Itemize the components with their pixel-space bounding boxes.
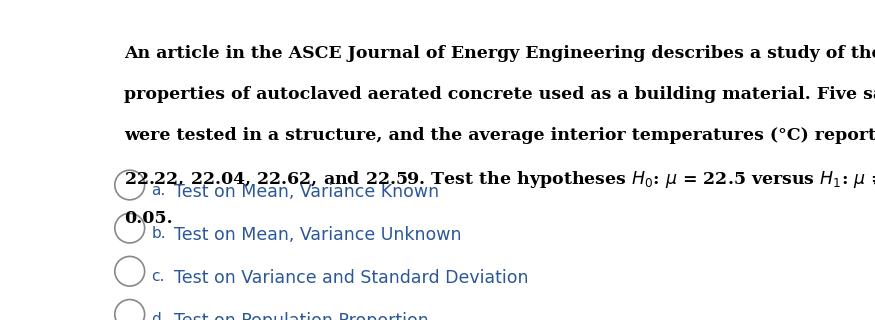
Text: Test on Mean, Variance Unknown: Test on Mean, Variance Unknown [174, 226, 462, 244]
Text: were tested in a structure, and the average interior temperatures (°C) reported : were tested in a structure, and the aver… [124, 127, 875, 144]
Text: Test on Variance and Standard Deviation: Test on Variance and Standard Deviation [174, 269, 529, 287]
Text: properties of autoclaved aerated concrete used as a building material. Five samp: properties of autoclaved aerated concret… [124, 86, 875, 103]
Text: An article in the ASCE Journal of Energy Engineering describes a study of the th: An article in the ASCE Journal of Energy… [124, 44, 875, 61]
Text: c.: c. [151, 269, 164, 284]
Text: 22.22, 22.04, 22.62, and 22.59. Test the hypotheses $H_0$: $\mu$ = 22.5 versus $: 22.22, 22.04, 22.62, and 22.59. Test the… [124, 169, 875, 190]
Text: b.: b. [151, 226, 166, 241]
Text: 0.05.: 0.05. [124, 210, 173, 227]
Text: a.: a. [151, 182, 165, 197]
Text: Test on Mean, Variance Known: Test on Mean, Variance Known [174, 182, 439, 201]
Text: Test on Population Proportion: Test on Population Proportion [174, 312, 430, 320]
Text: d.: d. [151, 312, 166, 320]
